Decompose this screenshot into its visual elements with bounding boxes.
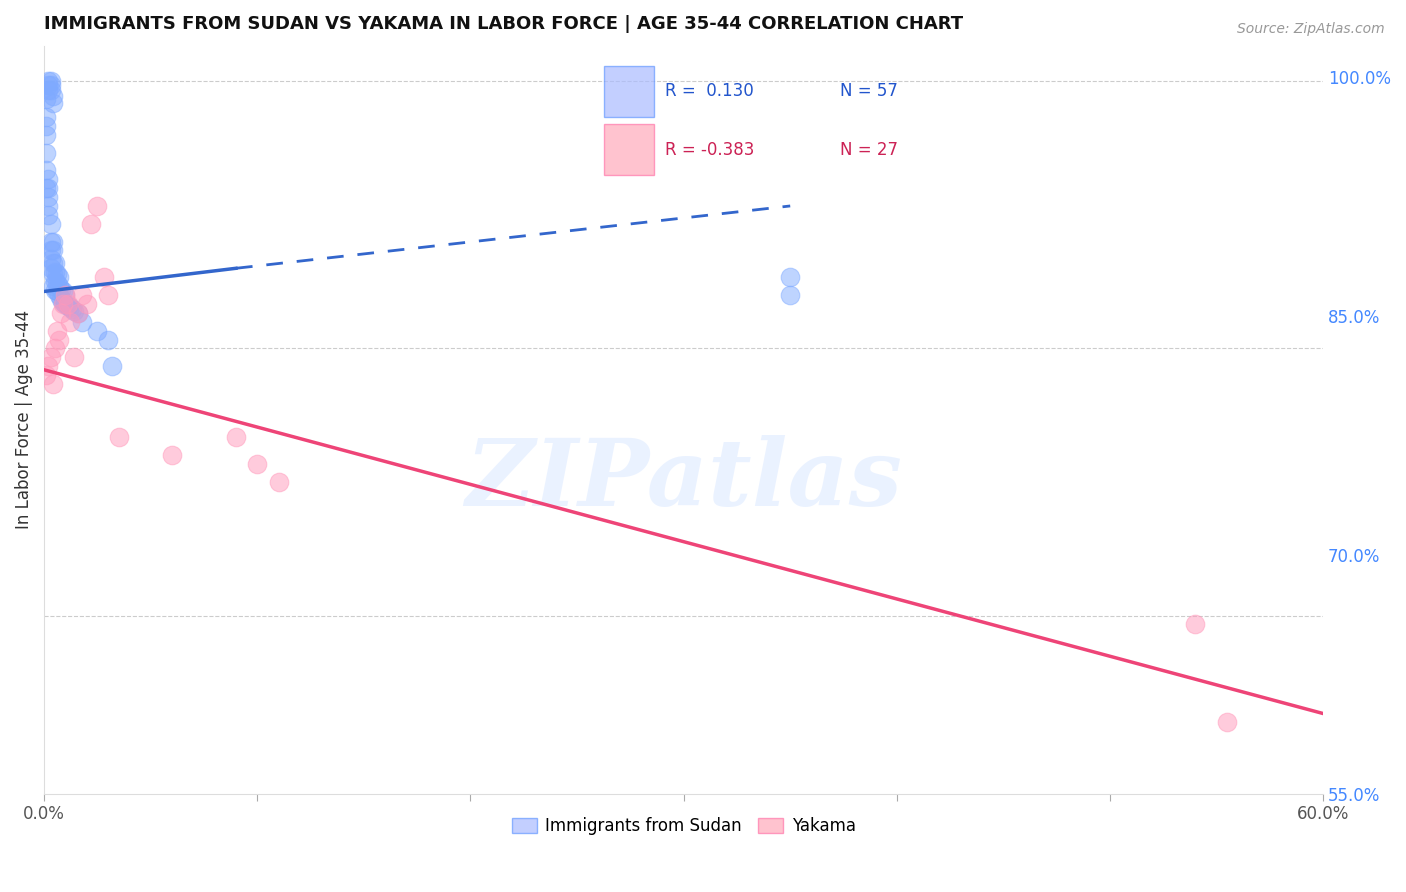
Point: [1184, 617, 1206, 632]
Point: [225, 430, 247, 444]
Point: [41, 244, 63, 258]
Point: [35, 92, 58, 106]
Point: [59, 301, 82, 315]
Point: [35, 368, 58, 383]
Point: [44, 274, 66, 288]
Point: [45, 285, 67, 299]
Point: [72, 315, 94, 329]
Point: [779, 288, 801, 302]
Point: [160, 448, 183, 462]
Point: [246, 457, 269, 471]
Point: [93, 270, 115, 285]
Point: [86, 324, 108, 338]
Point: [97, 333, 120, 347]
Point: [97, 288, 120, 302]
Point: [41, 88, 63, 103]
Point: [51, 306, 73, 320]
Point: [101, 359, 124, 374]
Legend: Immigrants from Sudan, Yakama: Immigrants from Sudan, Yakama: [505, 810, 862, 841]
Point: [45, 324, 67, 338]
Point: [37, 190, 59, 204]
Point: [41, 95, 63, 110]
Point: [37, 74, 59, 88]
Point: [48, 279, 70, 293]
Point: [779, 270, 801, 285]
Point: [37, 208, 59, 222]
Point: [44, 342, 66, 356]
Point: [1216, 715, 1239, 730]
Point: [55, 297, 77, 311]
Point: [48, 333, 70, 347]
Point: [59, 315, 82, 329]
Point: [44, 256, 66, 270]
Point: [39, 244, 62, 258]
Point: [67, 306, 90, 320]
Point: [41, 235, 63, 249]
Point: [55, 288, 77, 302]
Point: [56, 297, 79, 311]
Text: ZIPatlas: ZIPatlas: [465, 434, 903, 524]
Point: [39, 83, 62, 97]
Point: [35, 163, 58, 178]
Point: [44, 283, 66, 297]
Point: [39, 252, 62, 267]
Point: [39, 217, 62, 231]
Point: [37, 199, 59, 213]
Point: [39, 351, 62, 365]
Point: [37, 172, 59, 186]
Point: [35, 181, 58, 195]
Point: [41, 256, 63, 270]
Point: [39, 78, 62, 92]
Point: [39, 74, 62, 88]
Point: [55, 288, 77, 302]
Point: [39, 235, 62, 249]
Point: [63, 304, 86, 318]
Point: [52, 295, 75, 310]
Point: [60, 302, 83, 317]
Point: [41, 279, 63, 293]
Text: Source: ZipAtlas.com: Source: ZipAtlas.com: [1237, 22, 1385, 37]
Point: [63, 351, 86, 365]
Point: [86, 199, 108, 213]
Point: [37, 78, 59, 92]
Point: [39, 261, 62, 276]
Point: [52, 285, 75, 299]
Point: [35, 119, 58, 133]
Point: [35, 145, 58, 160]
Y-axis label: In Labor Force | Age 35-44: In Labor Force | Age 35-44: [15, 310, 32, 529]
Point: [76, 297, 98, 311]
Point: [41, 267, 63, 281]
Point: [48, 288, 70, 302]
Point: [44, 265, 66, 279]
Point: [56, 299, 79, 313]
Point: [35, 128, 58, 142]
Text: IMMIGRANTS FROM SUDAN VS YAKAMA IN LABOR FORCE | AGE 35-44 CORRELATION CHART: IMMIGRANTS FROM SUDAN VS YAKAMA IN LABOR…: [44, 15, 963, 33]
Point: [35, 110, 58, 124]
Point: [107, 430, 129, 444]
Point: [67, 306, 90, 320]
Point: [51, 283, 73, 297]
Point: [37, 359, 59, 374]
Point: [80, 217, 103, 231]
Point: [41, 377, 63, 392]
Point: [267, 475, 290, 489]
Point: [37, 181, 59, 195]
Point: [51, 292, 73, 306]
Point: [48, 270, 70, 285]
Point: [45, 267, 67, 281]
Point: [45, 276, 67, 290]
Point: [37, 83, 59, 97]
Point: [72, 288, 94, 302]
Point: [52, 297, 75, 311]
